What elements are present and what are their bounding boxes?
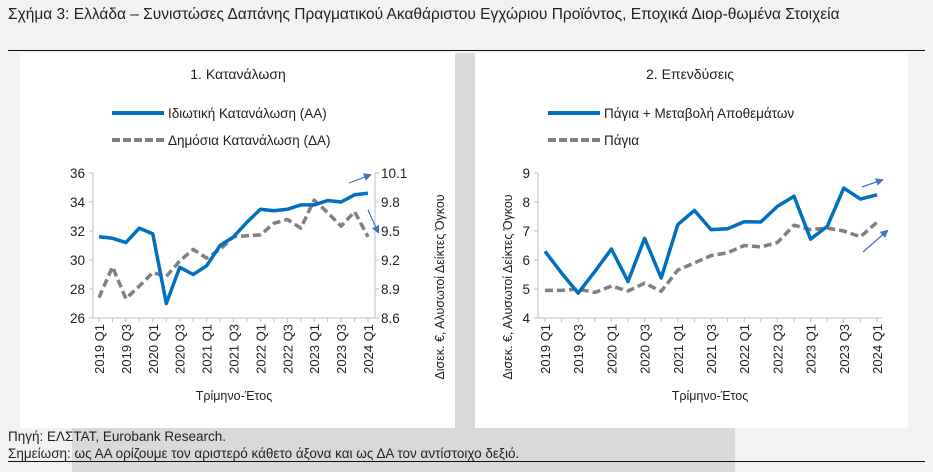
x-tick-label: 2023 Q3 (334, 324, 349, 374)
x-tick-label: 2021 Q1 (671, 324, 686, 374)
y-tick-label: 6 (522, 253, 530, 268)
panel-investment (475, 53, 908, 428)
x-axis-title: Τρίμηνο-Έτος (196, 389, 273, 403)
x-tick-label: 2021 Q3 (704, 324, 719, 374)
series-line (545, 220, 879, 295)
panel-divider (455, 53, 475, 428)
y-tick-label: 8 (522, 195, 530, 210)
y-tick-label: 7 (522, 224, 530, 239)
y-tick-label-right: 8.9 (381, 282, 400, 297)
y-tick-label: 32 (70, 224, 85, 239)
series-line (97, 198, 370, 301)
trend-arrow (367, 209, 380, 234)
y-tick-label-right: 10.1 (381, 166, 407, 181)
x-tick-label: 2024 Q1 (870, 324, 885, 374)
x-tick-label: 2019 Q3 (571, 324, 586, 374)
y-tick-label-right: 9.8 (381, 195, 400, 210)
top-rule (8, 50, 925, 51)
trend-arrow (862, 229, 889, 253)
x-tick-label: 2023 Q3 (837, 324, 852, 374)
bottom-rule (8, 461, 925, 462)
y-tick-label: 34 (70, 195, 86, 210)
x-tick-label: 2020 Q1 (146, 324, 161, 374)
x-tick-label: 2020 Q3 (638, 324, 653, 374)
y-tick-label: 5 (522, 282, 530, 297)
trend-arrow (348, 173, 372, 184)
x-tick-label: 2022 Q3 (280, 324, 295, 374)
x-tick-label: 2020 Q3 (173, 324, 188, 374)
note-text: Σημείωση: ως ΑΑ ορίζουμε τον αριστερό κά… (8, 446, 520, 461)
chart-title: 2. Επενδύσεις (646, 66, 734, 82)
x-axis-title: Τρίμηνο-Έτος (672, 389, 749, 403)
y-tick-label: 9 (522, 166, 530, 181)
figure-title: Σχήμα 3: Ελλάδα – Συνιστώσες Δαπάνης Πρα… (8, 6, 840, 23)
y-tick-label-right: 8.6 (381, 311, 400, 326)
x-tick-label: 2021 Q3 (227, 324, 242, 374)
y-tick-label-right: 9.5 (381, 224, 400, 239)
y-tick-label: 28 (70, 282, 85, 297)
x-tick-label: 2019 Q1 (92, 324, 107, 374)
y-axis-title-left: Δισεκ. €, Αλυσωτοί Δείκτες Όγκου (501, 194, 515, 379)
x-tick-label: 2023 Q1 (804, 324, 819, 374)
legend-label: Πάγια + Μεταβολή Αποθεμάτων (604, 106, 794, 121)
x-tick-label: 2024 Q1 (361, 324, 376, 374)
series-line (98, 191, 369, 306)
footer: Πηγή: ΕΛΣΤΑΤ, Eurobank Research. Σημείωσ… (8, 428, 519, 462)
chart-title: 1. Κατανάλωση (190, 66, 286, 82)
source-text: Πηγή: ΕΛΣΤΑΤ, Eurobank Research. (8, 429, 226, 444)
y-tick-label: 4 (522, 311, 530, 326)
legend-label: Δημόσια Κατανάλωση (ΔΑ) (168, 133, 331, 148)
y-tick-label-right: 9.2 (381, 253, 400, 268)
x-tick-label: 2020 Q1 (604, 324, 619, 374)
x-tick-label: 2022 Q3 (770, 324, 785, 374)
y-axis-title-right: Δισεκ. €, Αλυσωτοί Δείκτες Όγκου (433, 194, 447, 379)
x-tick-label: 2022 Q1 (737, 324, 752, 374)
series-line (543, 186, 878, 295)
y-tick-label: 26 (70, 311, 85, 326)
x-tick-label: 2019 Q3 (119, 324, 134, 374)
x-tick-label: 2019 Q1 (538, 324, 553, 374)
trend-arrow (861, 178, 884, 188)
legend-label: Ιδιωτική Κατανάλωση (ΑΑ) (168, 106, 327, 121)
y-tick-label: 36 (70, 166, 85, 181)
x-tick-label: 2023 Q1 (307, 324, 322, 374)
footer-background (72, 428, 735, 472)
legend-label: Πάγια (604, 133, 639, 148)
y-tick-label: 30 (70, 253, 85, 268)
x-tick-label: 2021 Q1 (200, 324, 215, 374)
x-tick-label: 2022 Q1 (253, 324, 268, 374)
